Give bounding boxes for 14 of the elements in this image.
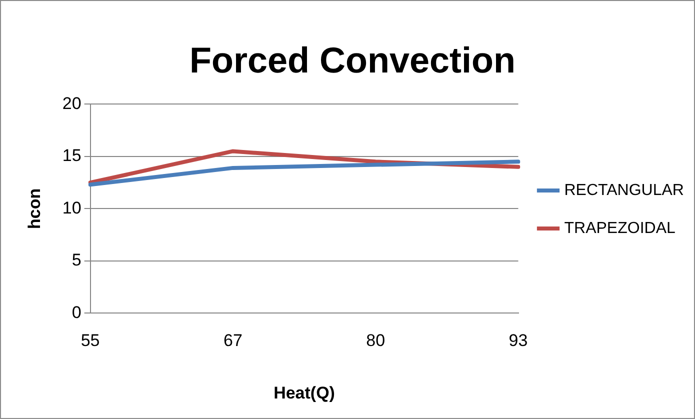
legend-label: RECTANGULAR [564,182,684,199]
x-tick-label: 80 [366,331,386,350]
y-tick-label: 15 [62,146,82,166]
x-tick-label: 67 [223,331,242,350]
chart-title: Forced Convection [189,40,516,81]
y-tick-label: 20 [62,94,82,113]
x-axis-title: Heat(Q) [274,383,335,402]
y-tick-label: 0 [72,302,82,322]
y-tick-label: 5 [72,250,82,270]
x-tick-label: 55 [80,331,100,350]
legend-label: TRAPEZOIDAL [564,220,676,237]
y-tick-label: 10 [62,198,82,218]
x-tick-label: 93 [508,331,528,350]
y-axis-title: hcon [24,188,44,230]
